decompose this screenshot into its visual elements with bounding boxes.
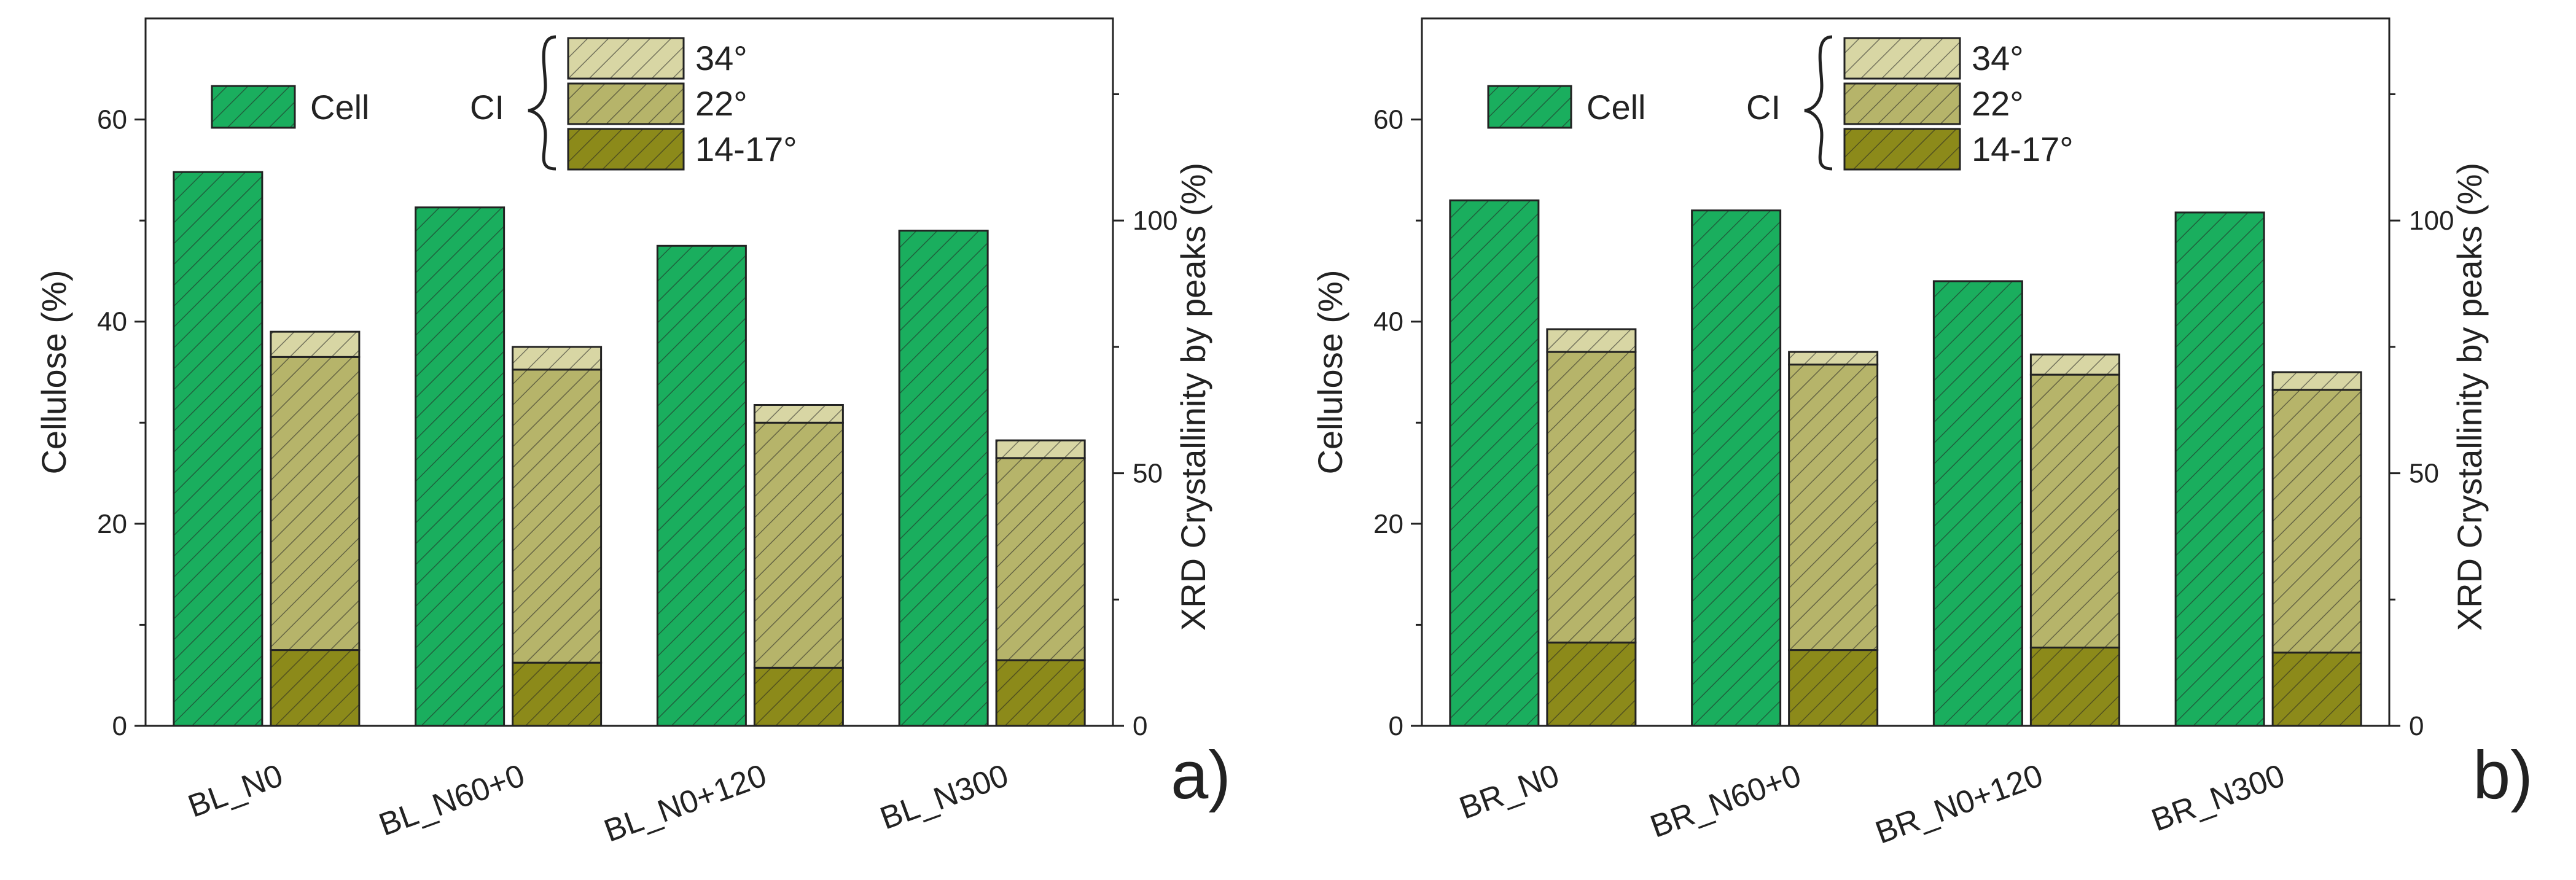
right-tick-label: 50 xyxy=(2409,459,2439,489)
left-tick-label: 40 xyxy=(1373,307,1403,337)
bar-ci-hatch xyxy=(1547,352,1636,643)
category-label: BR_N60+0 xyxy=(1645,758,1805,845)
bar-ci-hatch xyxy=(996,440,1085,458)
bar-cell-hatch xyxy=(415,207,504,726)
category-label: BL_N300 xyxy=(876,758,1013,837)
bar-ci-hatch xyxy=(512,369,601,663)
bar-ci-hatch xyxy=(270,357,359,650)
left-axis-title: Cellulose (%) xyxy=(34,270,73,475)
right-tick-label: 100 xyxy=(2409,206,2454,236)
chart-panel-1: 0 20 40 60 0 50 100 Cellulose (%) XRD Crystallin… xyxy=(34,17,1231,849)
legend-label-14-17°: 14-17° xyxy=(695,130,797,168)
bar-ci-hatch xyxy=(2031,647,2120,726)
bar-ci-hatch xyxy=(270,332,359,357)
legend-swatch-hatch xyxy=(1844,84,1960,124)
category-label: BL_N0 xyxy=(184,758,287,825)
legend-label-14-17°: 14-17° xyxy=(1972,130,2074,168)
chart-panel-2: 0 20 40 60 0 50 100 Cellulose (%) XRD Crystallin… xyxy=(1311,17,2533,851)
legend-swatch-hatch xyxy=(212,86,295,128)
bar-cell-hatch xyxy=(1450,200,1539,726)
panel-label: a) xyxy=(1171,738,1231,813)
right-axis-title: XRD Crystallinity by peaks (%) xyxy=(1174,163,1212,631)
bar-ci-hatch xyxy=(2031,354,2120,375)
bar-ci-hatch xyxy=(754,405,843,423)
legend-swatch-hatch xyxy=(568,38,684,79)
legend-swatch-hatch xyxy=(568,129,684,169)
bar-ci-hatch xyxy=(996,458,1085,661)
bar-ci-hatch xyxy=(1547,329,1636,352)
legend-brace xyxy=(1804,35,1833,171)
left-tick-label: 60 xyxy=(1373,105,1403,135)
bar-cell-hatch xyxy=(657,246,746,726)
bar-ci-hatch xyxy=(2273,372,2362,390)
plot-frame xyxy=(1421,17,2391,727)
left-tick-label: 0 xyxy=(112,711,127,741)
bar-ci-hatch xyxy=(270,650,359,726)
bar-ci-hatch xyxy=(2031,375,2120,648)
left-tick-label: 20 xyxy=(1373,509,1403,539)
legend-swatch-hatch xyxy=(568,84,684,124)
bar-cell-hatch xyxy=(2176,212,2265,726)
right-tick-label: 50 xyxy=(1133,459,1163,489)
legend-label-22°: 22° xyxy=(1972,84,2024,123)
bar-ci-hatch xyxy=(996,660,1085,726)
left-tick-label: 0 xyxy=(1389,711,1403,741)
bar-cell-hatch xyxy=(1692,210,1781,726)
left-axis-title: Cellulose (%) xyxy=(1311,270,1349,475)
category-label: BL_N60+0 xyxy=(375,758,529,843)
bar-ci-hatch xyxy=(2273,389,2362,653)
legend-swatch-hatch xyxy=(1844,38,1960,79)
bar-cell-hatch xyxy=(899,230,988,726)
left-tick-label: 60 xyxy=(97,105,127,135)
legend-group-label: CI xyxy=(1746,88,1781,127)
legend-swatch-hatch xyxy=(1844,129,1960,169)
left-tick-label: 40 xyxy=(97,307,127,337)
plot-frame xyxy=(144,17,1114,727)
bar-ci-hatch xyxy=(754,668,843,726)
bar-ci-hatch xyxy=(2273,652,2362,726)
bar-cell-hatch xyxy=(1934,281,2023,726)
right-tick-label: 0 xyxy=(2409,711,2424,741)
legend-group-label: CI xyxy=(470,88,504,127)
legend-brace xyxy=(528,35,556,171)
bar-ci-hatch xyxy=(1789,364,1878,650)
bar-ci-hatch xyxy=(1789,650,1878,726)
legend-label-cell: Cell xyxy=(1587,88,1645,127)
category-label: BL_N0+120 xyxy=(599,758,771,849)
bar-ci-hatch xyxy=(512,346,601,370)
legend-label-34°: 34° xyxy=(1972,39,2024,77)
legend-label-cell: Cell xyxy=(310,88,369,127)
bar-ci-hatch xyxy=(512,663,601,726)
right-axis-title: XRD Crystallinity by peaks (%) xyxy=(2450,163,2489,631)
right-tick-label: 0 xyxy=(1133,711,1147,741)
bar-ci-hatch xyxy=(1547,642,1636,726)
bar-ci-hatch xyxy=(1789,352,1878,365)
legend-label-34°: 34° xyxy=(695,39,747,77)
bar-cell-hatch xyxy=(173,172,262,726)
right-tick-label: 100 xyxy=(1133,206,1177,236)
bar-ci-hatch xyxy=(754,422,843,668)
legend-swatch-hatch xyxy=(1488,86,1571,128)
category-label: BR_N300 xyxy=(2147,758,2290,839)
legend-label-22°: 22° xyxy=(695,84,747,123)
left-tick-label: 20 xyxy=(97,509,127,539)
panel-label: b) xyxy=(2473,738,2533,813)
category-label: BR_N0 xyxy=(1455,758,1564,827)
category-label: BR_N0+120 xyxy=(1871,758,2047,851)
